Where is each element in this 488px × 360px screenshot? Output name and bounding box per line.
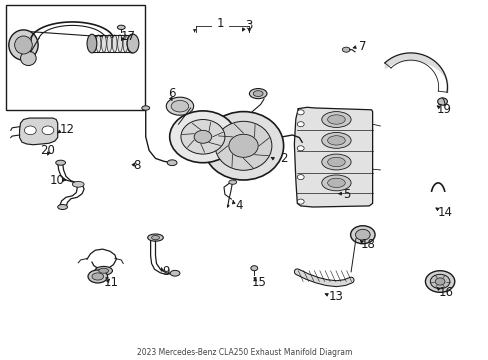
- Ellipse shape: [297, 199, 304, 204]
- Text: 20: 20: [41, 144, 55, 157]
- Ellipse shape: [127, 34, 137, 53]
- Ellipse shape: [425, 271, 454, 292]
- Text: 4: 4: [234, 199, 242, 212]
- Ellipse shape: [91, 35, 95, 52]
- Ellipse shape: [142, 106, 149, 110]
- Ellipse shape: [321, 154, 350, 170]
- Ellipse shape: [181, 120, 224, 154]
- Ellipse shape: [297, 175, 304, 180]
- Ellipse shape: [228, 180, 236, 184]
- Ellipse shape: [249, 89, 266, 99]
- Ellipse shape: [169, 111, 236, 163]
- Ellipse shape: [321, 132, 350, 148]
- Text: 5: 5: [343, 188, 350, 201]
- Ellipse shape: [128, 35, 133, 52]
- Text: 2023 Mercedes-Benz CLA250 Exhaust Manifold Diagram: 2023 Mercedes-Benz CLA250 Exhaust Manifo…: [137, 348, 351, 356]
- Text: 18: 18: [360, 238, 374, 251]
- Ellipse shape: [327, 115, 345, 124]
- Ellipse shape: [92, 273, 103, 280]
- Text: 9: 9: [162, 265, 170, 278]
- Ellipse shape: [102, 35, 106, 52]
- Ellipse shape: [170, 270, 180, 276]
- Text: 1: 1: [216, 17, 224, 30]
- Polygon shape: [294, 107, 372, 207]
- Ellipse shape: [15, 36, 32, 54]
- Ellipse shape: [355, 229, 369, 240]
- Text: 6: 6: [168, 87, 176, 100]
- Text: 12: 12: [60, 123, 75, 136]
- Ellipse shape: [321, 112, 350, 127]
- Ellipse shape: [87, 34, 97, 53]
- Ellipse shape: [297, 122, 304, 127]
- Ellipse shape: [297, 146, 304, 151]
- Polygon shape: [20, 118, 58, 145]
- Text: 13: 13: [328, 291, 343, 303]
- Text: 8: 8: [133, 159, 141, 172]
- Ellipse shape: [24, 126, 36, 135]
- Ellipse shape: [9, 30, 38, 60]
- Ellipse shape: [58, 204, 67, 210]
- Ellipse shape: [429, 274, 449, 289]
- Ellipse shape: [42, 126, 54, 135]
- Ellipse shape: [95, 266, 112, 275]
- Ellipse shape: [166, 97, 193, 115]
- Ellipse shape: [327, 136, 345, 145]
- Ellipse shape: [297, 110, 304, 115]
- Ellipse shape: [72, 181, 84, 187]
- Ellipse shape: [437, 98, 447, 105]
- Ellipse shape: [99, 268, 108, 273]
- Ellipse shape: [112, 35, 117, 52]
- Ellipse shape: [96, 35, 101, 52]
- Ellipse shape: [342, 47, 349, 52]
- Ellipse shape: [147, 234, 163, 241]
- Ellipse shape: [123, 35, 127, 52]
- Text: 14: 14: [437, 206, 451, 219]
- Text: 10: 10: [49, 174, 64, 186]
- Text: 11: 11: [104, 276, 119, 289]
- Text: 2: 2: [279, 152, 287, 165]
- Ellipse shape: [56, 160, 65, 165]
- Ellipse shape: [250, 266, 257, 271]
- Text: 16: 16: [438, 286, 452, 299]
- Ellipse shape: [321, 175, 350, 191]
- Ellipse shape: [151, 235, 159, 240]
- Ellipse shape: [167, 160, 177, 166]
- Ellipse shape: [194, 130, 211, 143]
- Ellipse shape: [118, 35, 122, 52]
- Ellipse shape: [107, 35, 111, 52]
- Text: 7: 7: [358, 40, 366, 53]
- Ellipse shape: [203, 112, 283, 180]
- Text: 19: 19: [436, 103, 450, 116]
- Ellipse shape: [215, 121, 271, 170]
- Text: 3: 3: [244, 19, 252, 32]
- Ellipse shape: [253, 91, 263, 96]
- Ellipse shape: [327, 178, 345, 188]
- Text: 15: 15: [251, 276, 266, 289]
- Ellipse shape: [228, 134, 258, 157]
- Ellipse shape: [20, 51, 36, 66]
- Bar: [6, 5, 145, 110]
- Ellipse shape: [350, 226, 374, 244]
- Ellipse shape: [127, 34, 139, 53]
- Ellipse shape: [171, 100, 188, 112]
- Text: 17: 17: [121, 30, 135, 42]
- Ellipse shape: [117, 25, 125, 30]
- Ellipse shape: [88, 270, 107, 283]
- Ellipse shape: [434, 278, 444, 285]
- Ellipse shape: [327, 157, 345, 167]
